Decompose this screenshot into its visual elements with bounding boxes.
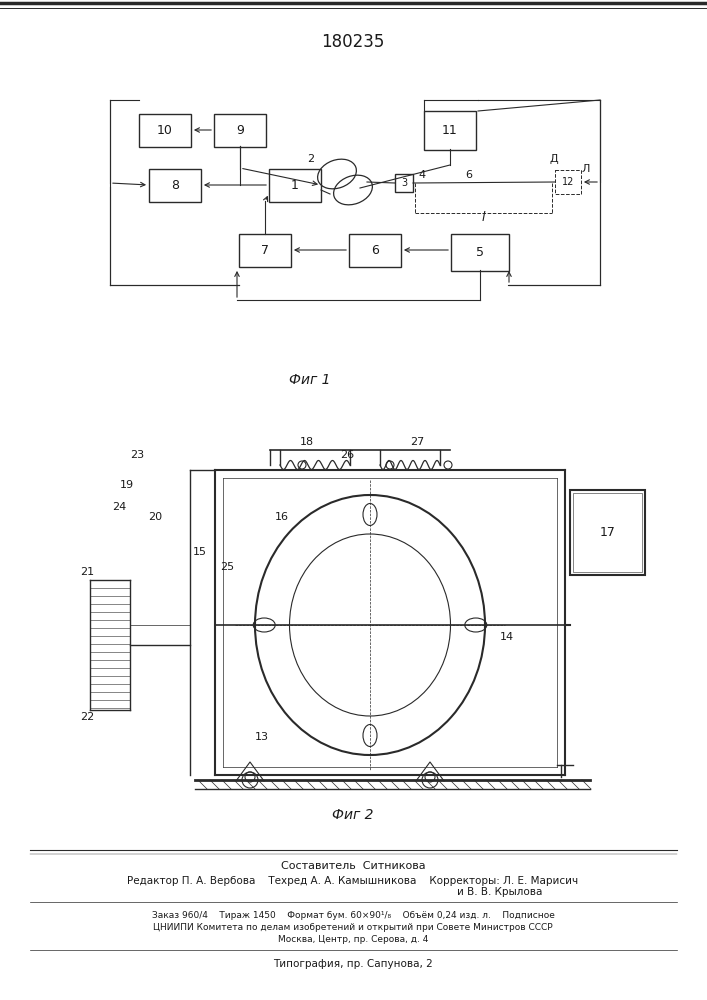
Bar xyxy=(239,234,291,267)
Text: Л: Л xyxy=(581,164,590,174)
Bar xyxy=(570,490,645,575)
Text: 15: 15 xyxy=(193,547,207,557)
Text: Д: Д xyxy=(550,154,559,164)
Text: 25: 25 xyxy=(220,562,234,572)
Text: 13: 13 xyxy=(255,732,269,742)
Text: 3: 3 xyxy=(401,178,407,188)
Bar xyxy=(149,169,201,202)
Text: 7: 7 xyxy=(261,244,269,257)
Text: 11: 11 xyxy=(442,124,458,137)
Text: 1: 1 xyxy=(291,179,299,192)
Bar xyxy=(573,493,642,572)
Bar xyxy=(349,234,401,267)
Text: 2: 2 xyxy=(307,154,314,164)
Text: 6: 6 xyxy=(371,244,379,257)
Text: 24: 24 xyxy=(112,502,127,512)
Text: 12: 12 xyxy=(562,177,574,187)
Text: 23: 23 xyxy=(130,450,144,460)
Bar xyxy=(139,114,191,147)
Bar xyxy=(451,234,509,271)
Text: l: l xyxy=(481,211,485,224)
Text: Редактор П. А. Вербова    Техред А. А. Камышникова    Корректоры: Л. Е. Марисич: Редактор П. А. Вербова Техред А. А. Камы… xyxy=(127,876,578,886)
Bar xyxy=(424,111,476,150)
Text: 18: 18 xyxy=(300,437,314,447)
Text: 16: 16 xyxy=(275,512,289,522)
Text: 19: 19 xyxy=(120,480,134,490)
Text: и В. В. Крылова: и В. В. Крылова xyxy=(457,887,543,897)
Text: 10: 10 xyxy=(157,124,173,137)
Text: Фиг 1: Фиг 1 xyxy=(289,373,331,387)
Text: Составитель  Ситникова: Составитель Ситникова xyxy=(281,861,426,871)
Text: 8: 8 xyxy=(171,179,179,192)
Text: 22: 22 xyxy=(80,712,94,722)
Text: Типография, пр. Сапунова, 2: Типография, пр. Сапунова, 2 xyxy=(273,959,433,969)
Bar xyxy=(269,169,321,202)
Text: 26: 26 xyxy=(340,450,354,460)
Text: Фиг 2: Фиг 2 xyxy=(332,808,374,822)
Text: 21: 21 xyxy=(80,567,94,577)
Text: 9: 9 xyxy=(236,124,244,137)
Text: 4: 4 xyxy=(418,170,425,180)
Text: 20: 20 xyxy=(148,512,162,522)
Bar xyxy=(555,170,581,194)
Bar xyxy=(214,114,266,147)
Text: Заказ 960/4    Тираж 1450    Формат бум. 60×90¹/₈    Объём 0,24 изд. л.    Подпи: Заказ 960/4 Тираж 1450 Формат бум. 60×90… xyxy=(151,910,554,920)
Text: 180235: 180235 xyxy=(321,33,385,51)
Text: ЦНИИПИ Комитета по делам изобретений и открытий при Совете Министров СССР: ЦНИИПИ Комитета по делам изобретений и о… xyxy=(153,924,553,932)
Bar xyxy=(395,174,413,192)
Text: 14: 14 xyxy=(500,632,514,642)
Text: 6: 6 xyxy=(465,170,472,180)
Text: 27: 27 xyxy=(410,437,424,447)
Text: Москва, Центр, пр. Серова, д. 4: Москва, Центр, пр. Серова, д. 4 xyxy=(278,936,428,944)
Text: 17: 17 xyxy=(600,526,615,539)
Text: 5: 5 xyxy=(476,246,484,259)
